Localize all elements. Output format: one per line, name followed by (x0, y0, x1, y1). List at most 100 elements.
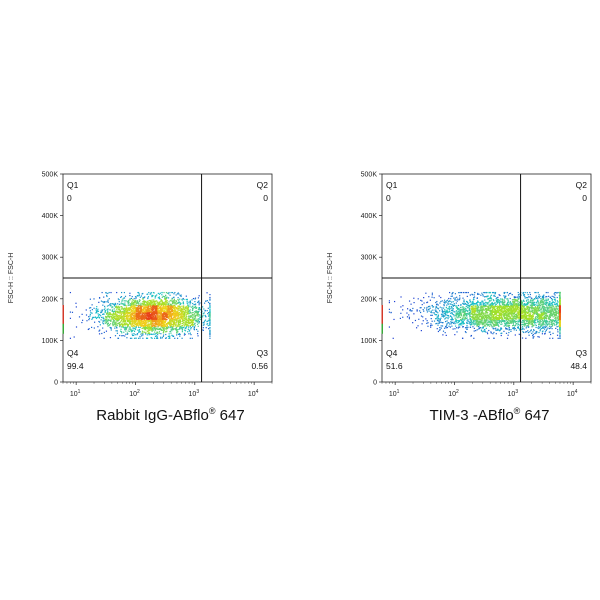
data-point (178, 333, 180, 335)
data-point (187, 313, 189, 315)
data-point (176, 302, 179, 305)
data-point (188, 301, 190, 303)
data-point (146, 293, 148, 295)
data-point (134, 306, 137, 309)
data-point (543, 328, 546, 330)
data-point (151, 307, 153, 309)
data-point (407, 308, 409, 310)
data-point (141, 314, 143, 316)
data-point (183, 332, 186, 334)
data-point (163, 312, 165, 314)
data-point (413, 301, 415, 304)
data-point (155, 310, 158, 312)
data-point (209, 309, 211, 311)
data-point (153, 301, 156, 303)
data-point (461, 309, 463, 311)
data-point (162, 315, 165, 318)
data-point (109, 313, 111, 316)
data-point (179, 327, 181, 329)
data-point (470, 320, 472, 322)
data-point (208, 314, 210, 316)
data-point (446, 304, 448, 306)
data-point (130, 303, 133, 305)
data-point (470, 301, 472, 303)
data-point (125, 320, 127, 322)
data-point (163, 304, 165, 306)
data-point (469, 310, 472, 312)
data-point (135, 297, 137, 299)
data-point (533, 302, 535, 304)
data-point (439, 327, 441, 329)
data-point (451, 318, 453, 321)
data-point (185, 324, 187, 326)
data-point (152, 315, 154, 317)
data-point (111, 313, 114, 315)
data-point (195, 320, 198, 322)
data-point (406, 316, 409, 318)
data-point (140, 315, 143, 318)
data-point (177, 309, 179, 311)
data-point (422, 309, 424, 311)
data-point (162, 312, 164, 314)
data-point (537, 319, 539, 321)
data-point (142, 316, 144, 319)
data-point (459, 306, 462, 309)
data-point (194, 323, 196, 325)
data-point (85, 309, 87, 311)
data-point (162, 323, 165, 325)
data-point (167, 311, 169, 313)
data-point (488, 323, 490, 326)
data-point (102, 316, 104, 318)
data-point (137, 315, 140, 317)
data-point (150, 303, 152, 305)
data-point (446, 316, 448, 319)
data-point (445, 327, 447, 329)
data-point (128, 315, 130, 317)
data-point (118, 325, 121, 327)
data-point (458, 310, 460, 312)
data-point (174, 309, 176, 311)
data-point (176, 337, 179, 339)
data-point (497, 296, 499, 298)
data-point (160, 324, 162, 326)
data-point (523, 320, 525, 322)
data-point (170, 320, 172, 322)
data-point (156, 294, 158, 296)
data-point (155, 295, 157, 297)
data-point (526, 331, 528, 333)
data-point (154, 337, 156, 339)
data-point (122, 302, 124, 305)
data-point (431, 312, 433, 314)
data-point (90, 312, 92, 314)
data-point (140, 316, 142, 318)
data-point (534, 324, 536, 326)
data-point (446, 326, 449, 329)
data-point (458, 299, 460, 301)
data-point (177, 324, 179, 326)
data-point (176, 311, 178, 313)
data-point (547, 323, 549, 326)
y-tick-label: 0 (54, 380, 58, 387)
data-point (437, 318, 439, 320)
quadrant-value: 0.56 (251, 361, 268, 371)
data-point (132, 310, 135, 312)
data-point (144, 326, 147, 328)
data-point (450, 312, 452, 314)
data-point (477, 301, 479, 303)
data-point (160, 313, 162, 315)
data-point (206, 310, 208, 312)
data-point (197, 335, 199, 337)
data-point (547, 309, 549, 311)
data-point (151, 328, 153, 330)
data-point (431, 305, 433, 307)
data-point (147, 321, 149, 323)
data-point (89, 315, 91, 317)
data-point (123, 331, 125, 333)
data-point (108, 319, 110, 321)
data-point (541, 295, 544, 298)
data-point (187, 308, 189, 310)
data-point (549, 303, 551, 305)
data-point (499, 294, 501, 297)
data-point (209, 331, 211, 333)
data-point (540, 298, 542, 300)
